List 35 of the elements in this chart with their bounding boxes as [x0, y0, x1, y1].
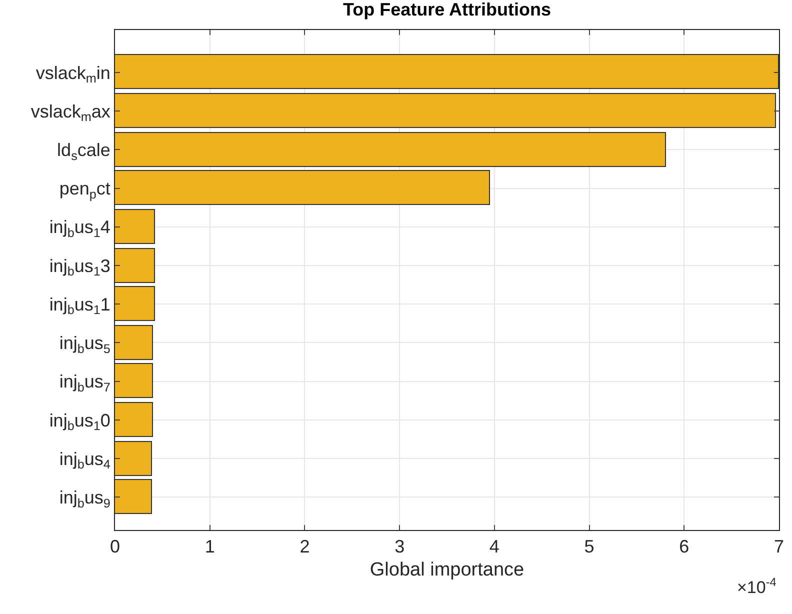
y-tick-label: inj$_{b}$us$_{1}$0	[49, 410, 110, 434]
x-tick-label: 0	[110, 536, 120, 557]
bar	[115, 93, 776, 128]
x-tick-label: 3	[394, 536, 405, 557]
chart-title: Top Feature Attributions	[343, 0, 551, 20]
y-tick-label: vslack$_{m}$in	[36, 62, 110, 86]
x-tick-label: 2	[300, 536, 310, 557]
bar	[115, 132, 666, 167]
bar	[115, 170, 490, 205]
bar	[115, 479, 152, 514]
bar	[115, 286, 155, 321]
bar	[115, 209, 155, 244]
y-tick-label: inj$_{b}$us$_{5}$	[59, 333, 110, 356]
y-tick-label: vslack$_{m}$ax	[30, 101, 110, 124]
y-tick-label: inj$_{b}$us$_{1}$1	[49, 294, 110, 318]
x-tick-label: 6	[679, 536, 690, 557]
bar	[115, 441, 152, 476]
y-tick-label: inj$_{b}$us$_{1}$4	[49, 217, 110, 240]
bar	[115, 402, 153, 437]
text: ×10$^{-4}$	[737, 575, 777, 598]
y-tick-label: inj$_{b}$us$_{4}$	[59, 448, 110, 472]
y-tick-label: inj$_{b}$us$_{1}$3	[49, 256, 110, 279]
y-tick-label: pen$_{p}$ct	[59, 178, 110, 202]
y-tick-label: inj$_{b}$us$_{9}$	[59, 487, 110, 510]
y-tick-label: inj$_{b}$us$_{7}$	[59, 372, 110, 394]
bar	[115, 54, 779, 89]
bar	[115, 248, 155, 283]
x-tick-label: 7	[774, 536, 784, 557]
x-tick-label: 5	[584, 536, 594, 557]
x-axis-title: Global importance	[370, 559, 524, 580]
x-tick-label: 1	[204, 536, 215, 557]
y-tick-label: ld$_{s}$cale	[57, 140, 110, 163]
x-tick-label: 4	[489, 536, 500, 557]
bar	[115, 325, 153, 360]
bar	[115, 363, 153, 398]
